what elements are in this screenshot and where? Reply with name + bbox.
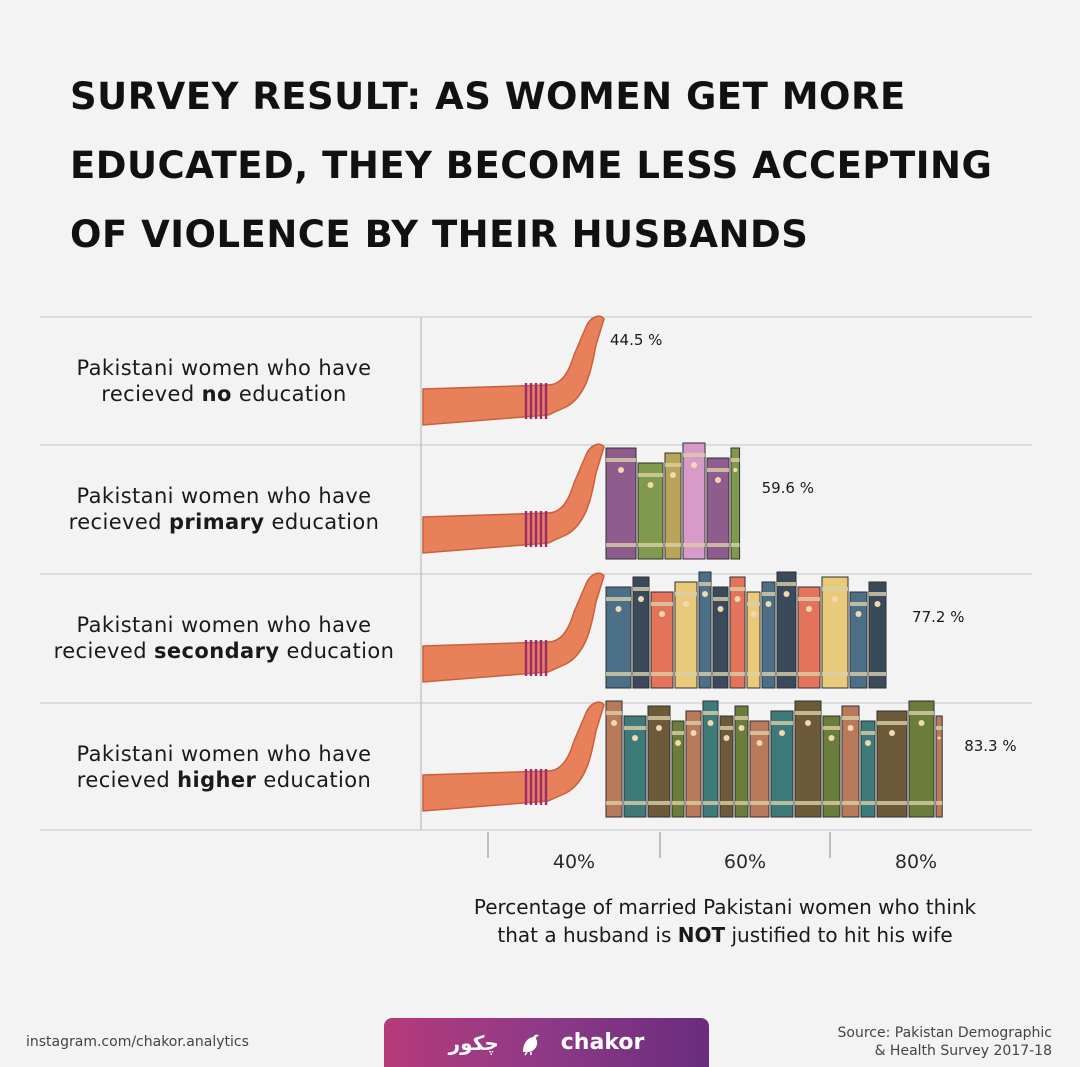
book xyxy=(908,700,935,818)
book xyxy=(729,576,746,689)
book xyxy=(794,700,822,818)
x-axis-label-line2: that a husband is NOT justified to hit h… xyxy=(497,923,953,947)
category-label: Pakistani women who have recieved no educ… xyxy=(77,356,372,406)
book xyxy=(605,586,632,689)
source-line2: & Health Survey 2017-18 xyxy=(874,1043,1052,1059)
chart-title: SURVEY RESULT: AS WOMEN GET MORE EDUCATE… xyxy=(70,75,993,256)
arm-bar xyxy=(422,572,605,683)
source-note: Source: Pakistan Demographic & Health Su… xyxy=(792,1024,1053,1060)
value-label: 44.5 % xyxy=(610,331,662,349)
book xyxy=(776,571,797,689)
book xyxy=(841,705,860,818)
book xyxy=(698,571,712,689)
instagram-handle[interactable]: instagram.com/chakor.analytics xyxy=(26,1034,249,1050)
book xyxy=(702,700,719,818)
book xyxy=(623,715,647,818)
category-label: Pakistani women who have recieved primary… xyxy=(69,484,380,534)
book xyxy=(734,705,749,818)
book xyxy=(650,591,674,689)
x-tick-label: 80% xyxy=(895,851,937,873)
x-axis-label-line1: Percentage of married Pakistani women wh… xyxy=(473,895,977,919)
book xyxy=(876,710,908,818)
book xyxy=(712,586,729,689)
bar-row: Pakistani women who have recieved seconda… xyxy=(54,571,964,689)
book xyxy=(706,457,730,560)
book xyxy=(682,442,706,560)
x-axis-label: Percentage of married Pakistani women wh… xyxy=(400,893,1050,949)
value-label: 59.6 % xyxy=(762,479,814,497)
arm-bar xyxy=(422,315,605,426)
bar-row: Pakistani women who have recieved no educ… xyxy=(77,315,662,426)
book xyxy=(664,452,682,560)
brand-banner: چکور chakor xyxy=(384,1018,709,1067)
source-line1: Source: Pakistan Demographic xyxy=(837,1025,1053,1041)
bar-row: Pakistani women who have recieved primary… xyxy=(69,442,814,560)
book xyxy=(685,710,702,818)
book xyxy=(637,462,664,560)
book xyxy=(860,720,876,818)
book xyxy=(605,700,623,818)
book xyxy=(821,576,849,689)
book xyxy=(849,591,868,689)
book xyxy=(761,581,776,689)
book xyxy=(868,581,887,689)
brand-urdu-name: چکور xyxy=(448,1030,499,1055)
value-label: 77.2 % xyxy=(912,608,964,626)
arm-bar xyxy=(422,443,605,554)
x-tick-label: 40% xyxy=(553,851,595,873)
book xyxy=(797,586,821,689)
arm-bar xyxy=(422,701,605,812)
book xyxy=(671,720,685,818)
brand-name: chakor xyxy=(560,1030,645,1055)
category-label: Pakistani women who have recieved seconda… xyxy=(54,613,395,663)
x-tick-label: 60% xyxy=(724,851,766,873)
category-label: Pakistani women who have recieved higher … xyxy=(77,742,372,792)
book xyxy=(822,715,841,818)
book xyxy=(749,720,770,818)
book xyxy=(730,447,741,560)
book xyxy=(647,705,671,818)
value-label: 83.3 % xyxy=(964,737,1016,755)
book xyxy=(770,710,794,818)
book xyxy=(935,715,943,818)
book xyxy=(674,581,698,689)
book xyxy=(632,576,650,689)
book xyxy=(746,591,761,689)
bird-logo-icon xyxy=(522,1034,539,1055)
book xyxy=(605,447,637,560)
book xyxy=(719,715,734,818)
bar-row: Pakistani women who have recieved higher … xyxy=(77,700,1017,818)
